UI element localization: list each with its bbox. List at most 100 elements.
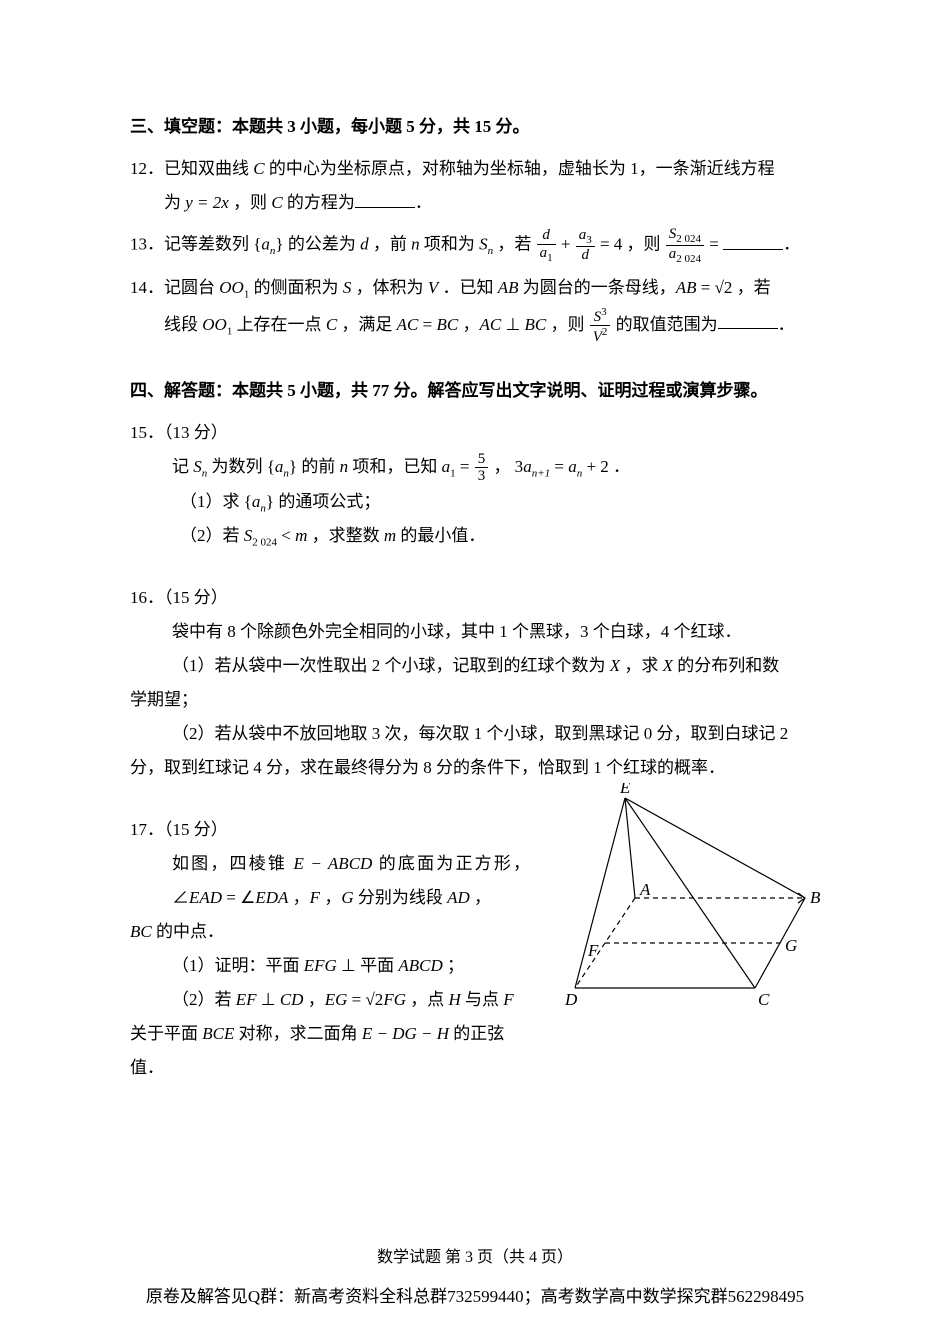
q16-s1d: 学期望；: [130, 683, 820, 717]
q14-t3: ，体积为: [351, 278, 428, 297]
fig-D: D: [564, 990, 578, 1009]
q12-period: ．: [415, 193, 432, 212]
q15fn: 5: [475, 451, 489, 469]
q13-blank: [723, 249, 783, 250]
q14-v: V: [428, 278, 438, 297]
q17-num: 17．: [130, 820, 164, 839]
q17-f2: F: [503, 990, 513, 1009]
q13-frac1: da1: [537, 227, 556, 264]
q17-ef: EF: [236, 990, 257, 1009]
q16-s2b: 分，取到红球记 4 分，求在最终得分为 8 分的条件下，恰取到 1 个红球的概率…: [130, 751, 820, 785]
q14-bc2: BC: [525, 314, 547, 333]
q15-a1: a: [442, 457, 451, 476]
q17-edgh: E − DG − H: [362, 1024, 449, 1043]
q13-t6: ，则: [622, 235, 665, 254]
q17-l3a: 关于平面: [130, 1024, 202, 1043]
q17-l1d: ，: [320, 888, 341, 907]
q16-s1c: 的分布列和数: [673, 656, 779, 675]
q16-x2: X: [663, 656, 673, 675]
q15-an1s: n+1: [532, 467, 550, 479]
q15-s2c: 的最小值．: [396, 526, 485, 545]
q17-eg: EG: [325, 990, 348, 1009]
q15-s2b: ，求整数: [307, 526, 384, 545]
question-16: 16．（15 分） 袋中有 8 个除颜色外完全相同的小球，其中 1 个黑球，3 …: [130, 581, 820, 785]
q13-an: a: [261, 235, 270, 254]
question-14: 14．记圆台 OO1 的侧面积为 S ，体积为 V ．已知 AB 为圆台的一条母…: [130, 271, 820, 345]
q15-l1e: ， 3: [489, 457, 523, 476]
q13-eq4: = 4: [596, 235, 623, 254]
q12-c2: C: [271, 193, 282, 212]
q13-t1: 记等差数列 {: [164, 235, 261, 254]
q15-eq: =: [456, 457, 474, 476]
q14-eqbc: =: [418, 314, 436, 333]
q15-n: n: [340, 457, 349, 476]
q14-l2e: ，则: [546, 314, 589, 333]
q14-t2: 的侧面积为: [249, 278, 343, 297]
q15-l1b: 为数列 {: [207, 457, 275, 476]
q14-cpt: C: [326, 314, 337, 333]
q14-num: 14．: [130, 278, 164, 297]
q17-eq2: = √2: [347, 990, 383, 1009]
fig-B: B: [810, 888, 820, 907]
q16-pts: （15 分）: [164, 588, 228, 607]
q17-fg: FG: [383, 990, 406, 1009]
page-footer: 数学试题 第 3 页（共 4 页）: [0, 1242, 950, 1274]
section4-header: 四、解答题：本题共 5 小题，共 77 分。解答应写出文字说明、证明过程或演算步…: [130, 374, 820, 408]
f1ds: 1: [547, 252, 553, 264]
q13-t4: 项和为: [420, 235, 480, 254]
q15-s1b: } 的通项公式；: [266, 492, 380, 511]
q15-an1: a: [523, 457, 532, 476]
q17-l1c: ，: [288, 888, 309, 907]
q15-an2: a: [568, 457, 577, 476]
fig-G: G: [785, 936, 797, 955]
q15-sn: S: [193, 457, 202, 476]
q14-t5: 为圆台的一条母线，: [518, 278, 675, 297]
q14-oo1: OO: [219, 278, 244, 297]
q14-l2a: 线段: [164, 314, 202, 333]
q14-oo1b: OO: [202, 314, 227, 333]
q14fd: V: [593, 329, 602, 345]
q15-num: 15．: [130, 423, 164, 442]
q16-s1a: （1）若从袋中一次性取出 2 个小球，记取到的红球个数为: [172, 656, 610, 675]
q17-pts: （15 分）: [164, 820, 228, 839]
q15-m: m: [295, 526, 307, 545]
q17-l2b: 的中点．: [152, 922, 224, 941]
q15-l1c: } 的前: [289, 457, 340, 476]
question-12: 12．已知双曲线 C 的中心为坐标原点，对称轴为坐标轴，虚轴长为 1，一条渐近线…: [130, 152, 820, 220]
q13-t5: ，若: [493, 235, 536, 254]
q16-num: 16．: [130, 588, 164, 607]
q14-ab2: AB: [676, 278, 697, 297]
q16-s1b: ，求: [620, 656, 663, 675]
q17-l1f: ，: [470, 888, 491, 907]
q17-l2a: BC: [130, 922, 152, 941]
q17-s2c: ，点: [406, 990, 449, 1009]
q12-t1: 已知双曲线: [164, 159, 253, 178]
q16-s2a: （2）若从袋中不放回地取 3 次，每次取 1 个小球，取到黑球记 0 分，取到白…: [130, 717, 820, 751]
q17-l1a: 如图，四棱锥: [172, 854, 294, 873]
q17-perp: ⊥: [257, 990, 280, 1009]
fig-A: A: [639, 880, 651, 899]
q14-bc: BC: [436, 314, 458, 333]
q14-l2b: 上存在一点: [232, 314, 326, 333]
q14-t4: ．已知: [438, 278, 498, 297]
q15-s2024: S: [244, 526, 253, 545]
q12-c1: C: [253, 159, 264, 178]
q14-blank: [718, 328, 778, 329]
q13-frac3: S2 024a2 024: [666, 226, 704, 265]
section3-header: 三、填空题：本题共 3 小题，每小题 5 分，共 15 分。: [130, 110, 820, 144]
q15-s2: （2）若: [180, 526, 244, 545]
q17-cd: CD: [280, 990, 304, 1009]
q17-eq: = ∠: [222, 888, 255, 907]
q14-t1: 记圆台: [164, 278, 219, 297]
q17-s1c: ；: [443, 956, 464, 975]
q12-num: 12．: [130, 159, 164, 178]
q12-t2a: 为: [164, 193, 185, 212]
q15-pts: （13 分）: [164, 423, 228, 442]
q16-x: X: [610, 656, 620, 675]
q17-abcd: ABCD: [398, 956, 442, 975]
q14-period: ．: [778, 314, 795, 333]
q12-t1b: 的中心为坐标原点，对称轴为坐标轴，虚轴长为 1，一条渐近线方程: [265, 159, 775, 178]
q14-l2d: ，: [458, 314, 479, 333]
q17-s1a: （1）证明：平面: [172, 956, 304, 975]
f3dsub: 2 024: [676, 253, 701, 265]
